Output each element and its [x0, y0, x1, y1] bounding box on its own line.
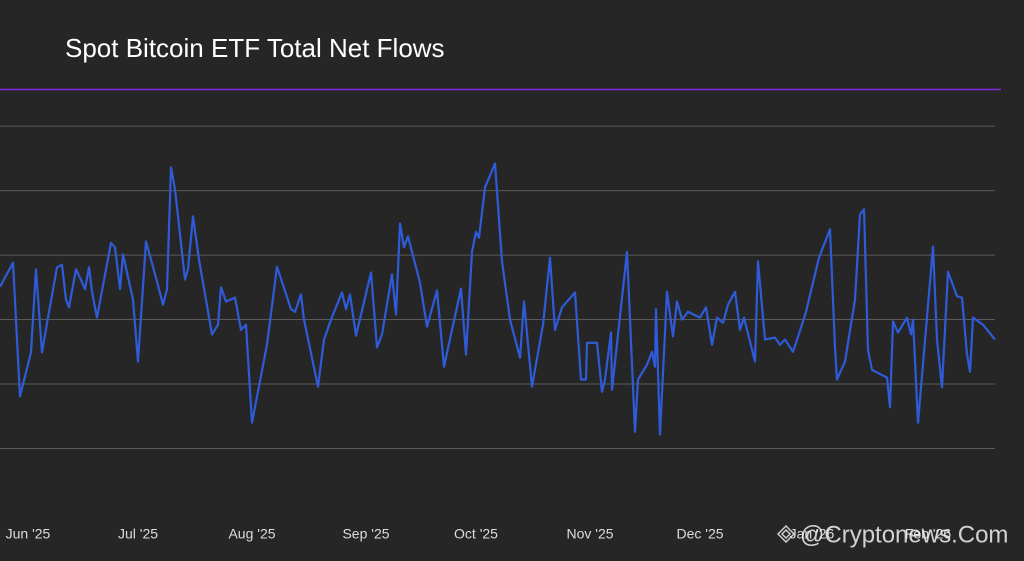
x-tick-label: Jan '26: [790, 526, 835, 542]
series-line: [0, 162, 996, 436]
x-tick-label: Jul '25: [118, 526, 158, 542]
x-tick-label: Nov '25: [566, 526, 613, 542]
x-tick-label: Sep '25: [342, 526, 389, 542]
watermark: @Cryptonews.Com: [776, 521, 1008, 548]
x-tick-label: Oct '25: [454, 526, 498, 542]
watermark-text: @Cryptonews.Com: [800, 521, 1008, 548]
x-tick-label: Feb '26: [905, 526, 951, 542]
watermark-icon: [776, 524, 796, 544]
chart-title: Spot Bitcoin ETF Total Net Flows: [65, 33, 445, 63]
x-tick-label: Jun '25: [6, 526, 51, 542]
x-tick-label: Dec '25: [676, 526, 723, 542]
x-tick-label: Aug '25: [228, 526, 275, 542]
